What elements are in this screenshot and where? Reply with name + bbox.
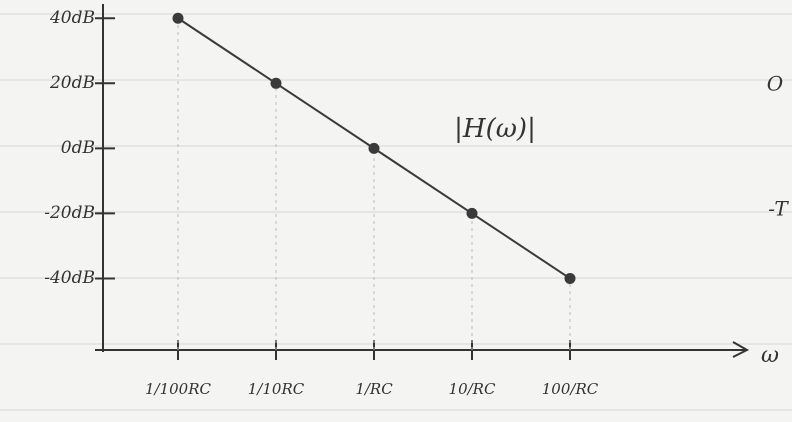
x-tick-label: 1/10RC xyxy=(248,380,305,398)
x-tick-label: 1/100RC xyxy=(145,380,212,398)
data-point xyxy=(369,143,380,154)
margin-note: -T xyxy=(768,197,789,221)
annotation: |H(ω)| xyxy=(454,114,536,144)
data-point xyxy=(173,13,184,24)
y-tick-label: 40dB xyxy=(49,8,95,28)
x-tick-label: 1/RC xyxy=(355,380,393,398)
y-tick-label: 20dB xyxy=(49,73,95,93)
y-tick-label: -40dB xyxy=(44,268,95,288)
data-point xyxy=(271,78,282,89)
margin-note: O xyxy=(767,72,783,96)
data-point xyxy=(565,273,576,284)
data-point xyxy=(467,208,478,219)
x-axis-label: ω xyxy=(761,343,779,368)
y-tick-label: -20dB xyxy=(44,203,95,223)
chart: ω |H(ω)| O -T 40dB 20dB 0dB -20dB -40dB 1/100… xyxy=(0,0,792,422)
x-tick-label: 10/RC xyxy=(449,380,496,398)
x-tick-label: 100/RC xyxy=(542,380,599,398)
y-tick-label: 0dB xyxy=(61,138,95,158)
